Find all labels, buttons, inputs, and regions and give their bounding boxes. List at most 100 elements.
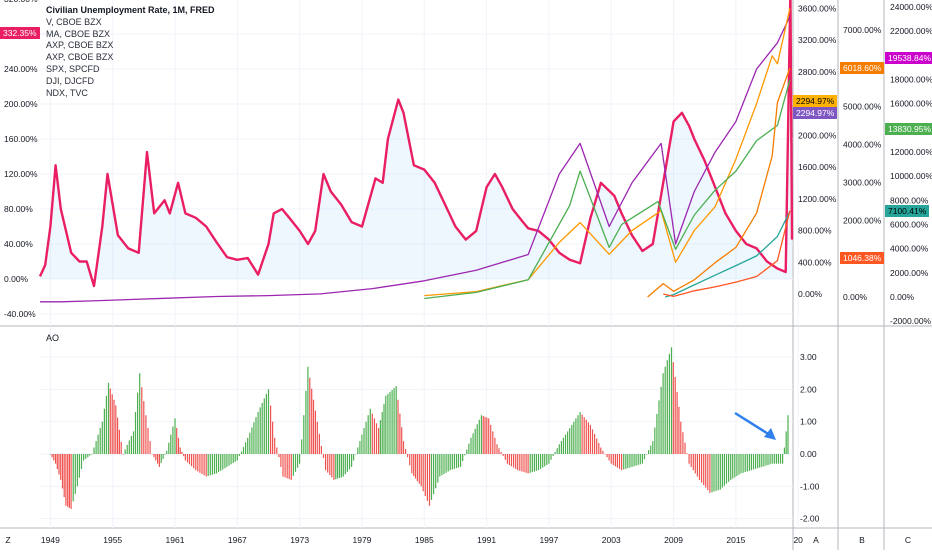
ao-bar [331, 454, 333, 478]
ao-bar [99, 428, 101, 454]
x-tick-label: 1949 [41, 535, 60, 545]
ao-bar [502, 454, 504, 456]
ao-bar [519, 454, 521, 471]
ao-bar [70, 454, 72, 509]
ao-bar [333, 454, 335, 480]
ao-bar [261, 402, 263, 454]
ao-bar [480, 415, 482, 454]
ao-bar [78, 454, 80, 478]
y-scale-a-tick-label: 800.00% [798, 226, 832, 236]
series-line-civilian unemployment rate [38, 0, 794, 288]
ao-bar [779, 454, 782, 464]
ao-bar [139, 373, 141, 454]
ao-bar [773, 454, 775, 464]
ao-bar [506, 454, 508, 464]
legend-item-spx[interactable]: SPX, SPCFD [46, 63, 100, 74]
ao-bar [242, 446, 245, 454]
ao-bar [101, 421, 103, 454]
ao-bar [721, 454, 723, 488]
legend-item-dji[interactable]: DJI, DJCFD [46, 75, 94, 86]
ao-bar [420, 454, 422, 487]
ao-bar [115, 405, 117, 454]
ao-bar [147, 428, 149, 454]
ao-bar [113, 399, 115, 454]
ao-bar [571, 424, 573, 454]
ao-bar [567, 431, 569, 454]
ao-bar [775, 454, 777, 464]
ao-bar [596, 438, 598, 454]
legend-item-v[interactable]: V, CBOE BZX [46, 16, 102, 27]
y-scale-c-tick-label: 18000.00% [890, 74, 932, 84]
ao-bar [95, 441, 97, 454]
ao-bar [359, 441, 361, 454]
price-tag-v: 7100.41% [885, 205, 930, 217]
ao-bar [263, 398, 265, 454]
legend-item-axp-2[interactable]: AXP, CBOE BZX [46, 52, 114, 63]
ao-bar [255, 417, 257, 454]
ao-bar [107, 382, 110, 454]
y-scale-a-tick-label: 1200.00% [798, 194, 837, 204]
ao-bar [711, 454, 713, 493]
ao-bar [552, 454, 554, 456]
ao-bar [311, 388, 313, 454]
ao-bar [437, 454, 439, 483]
ao-bar [435, 454, 437, 489]
ao-bar [387, 393, 389, 454]
x-tick-label: 2015 [726, 535, 745, 545]
ao-bar [658, 400, 660, 454]
price-tag-axp: 1046.38% [840, 252, 885, 264]
ao-bar [379, 420, 381, 454]
ao-bar [245, 442, 247, 454]
legend-item-axp[interactable]: AXP, CBOE BZX [46, 40, 114, 51]
ao-bar [276, 447, 278, 454]
ao-bar [278, 454, 280, 458]
series-line-ndx [424, 79, 791, 300]
ao-bar [696, 454, 698, 477]
legend-item-ma[interactable]: MA, CBOE BZX [46, 28, 111, 39]
ao-bar [53, 454, 55, 461]
ao-bar [433, 454, 435, 495]
ao-bar [143, 401, 145, 454]
ao-bar [783, 447, 785, 454]
ao-bar [309, 377, 311, 454]
ao-bar [145, 415, 147, 454]
ao-bar [188, 454, 191, 465]
ao-bar [56, 454, 58, 470]
y-scale-c-tick-label: 22000.00% [890, 26, 932, 36]
ao-bar [286, 454, 288, 479]
ao-bar [765, 454, 767, 466]
y-left-tick-label: -40.00% [4, 309, 36, 319]
ao-bar [344, 454, 346, 475]
ao-bar [604, 454, 606, 455]
ao-bar [694, 454, 696, 474]
ao-bar [91, 454, 93, 455]
legend-item-ndx[interactable]: NDX, TVC [46, 87, 88, 98]
scale-label-z: Z [5, 535, 10, 545]
ao-bar [329, 454, 331, 475]
ao-bar [725, 454, 728, 484]
ao-bar [373, 418, 375, 454]
ao-bar [126, 444, 128, 454]
ao-tick-label: 3.00 [800, 352, 817, 362]
ao-bar [355, 454, 357, 455]
ao-bar [674, 377, 676, 454]
ao-bar [124, 449, 126, 454]
ao-bar [170, 434, 172, 454]
ao-bar [172, 426, 174, 454]
ao-bar [460, 454, 462, 467]
ao-bar [193, 454, 195, 469]
ao-bar [443, 454, 445, 474]
ao-bar [267, 389, 270, 454]
ao-bar [637, 454, 639, 465]
ao-bar [633, 454, 635, 467]
ao-bar [560, 441, 562, 454]
ao-indicator-label[interactable]: AO [46, 333, 60, 343]
ao-bar [265, 393, 267, 454]
ao-bar [523, 454, 525, 473]
legend-title[interactable]: Civilian Unemployment Rate, 1M, FRED [46, 5, 215, 15]
ao-bar [424, 454, 426, 496]
ao-bar [211, 454, 213, 475]
ao-bar [205, 454, 207, 477]
ao-bar [383, 403, 385, 454]
